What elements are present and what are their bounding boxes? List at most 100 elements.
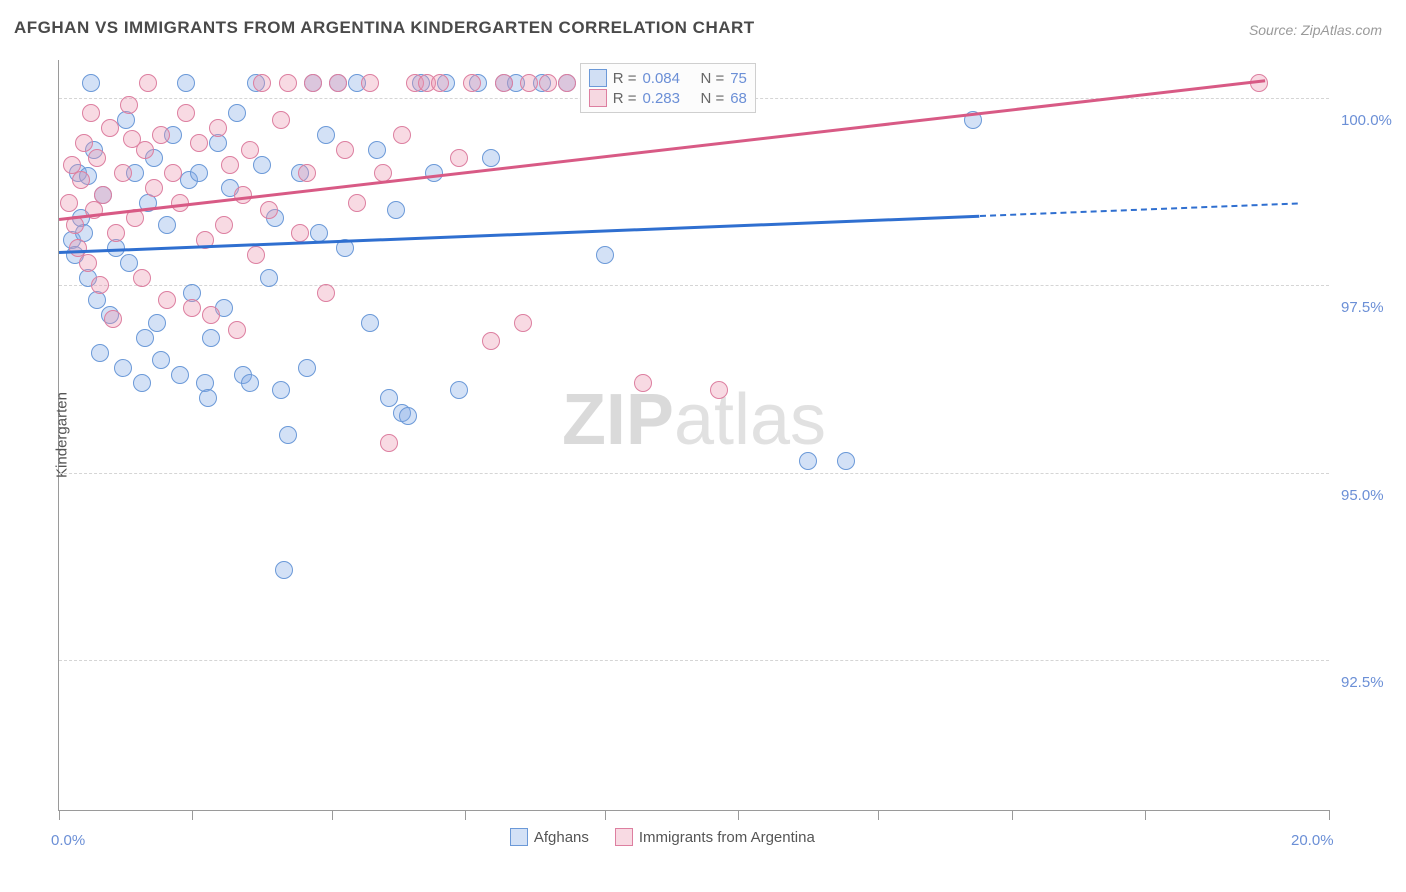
scatter-point (171, 366, 189, 384)
scatter-point (495, 74, 513, 92)
scatter-point (104, 310, 122, 328)
scatter-point (199, 389, 217, 407)
legend-r-value: 0.283 (642, 90, 694, 107)
scatter-point (291, 224, 309, 242)
y-tick-label: 95.0% (1341, 487, 1384, 504)
scatter-point (75, 134, 93, 152)
gridline (59, 660, 1329, 661)
scatter-point (275, 561, 293, 579)
scatter-point (514, 314, 532, 332)
scatter-point (310, 224, 328, 242)
x-tick-label: 0.0% (51, 832, 85, 849)
scatter-point (393, 126, 411, 144)
legend-r-label: R = (613, 70, 637, 87)
scatter-point (101, 119, 119, 137)
scatter-point (253, 74, 271, 92)
scatter-point (221, 156, 239, 174)
x-tick (332, 810, 333, 820)
y-tick-label: 100.0% (1341, 112, 1392, 129)
scatter-point (253, 156, 271, 174)
watermark: ZIPatlas (562, 379, 826, 461)
scatter-point (136, 141, 154, 159)
x-tick (738, 810, 739, 820)
trend-line (980, 203, 1298, 217)
series-legend: Afghans Immigrants from Argentina (510, 828, 815, 846)
scatter-point (190, 134, 208, 152)
scatter-point (380, 434, 398, 452)
scatter-point (520, 74, 538, 92)
legend-swatch (589, 89, 607, 107)
scatter-point (164, 164, 182, 182)
scatter-point (329, 74, 347, 92)
scatter-point (60, 194, 78, 212)
legend-n-value: 75 (730, 70, 747, 87)
scatter-point (399, 407, 417, 425)
scatter-point (361, 74, 379, 92)
legend-swatch (510, 828, 528, 846)
scatter-point (120, 96, 138, 114)
scatter-point (348, 194, 366, 212)
legend-r-value: 0.084 (642, 70, 694, 87)
scatter-point (79, 254, 97, 272)
chart-plot-area: Kindergarten ZIPatlas 92.5%95.0%97.5%100… (58, 60, 1329, 811)
legend-n-value: 68 (730, 90, 747, 107)
x-tick (465, 810, 466, 820)
y-tick-label: 92.5% (1341, 674, 1384, 691)
x-tick (59, 810, 60, 820)
scatter-point (120, 254, 138, 272)
scatter-point (279, 426, 297, 444)
scatter-point (228, 321, 246, 339)
scatter-point (177, 104, 195, 122)
series-legend-item: Afghans (510, 828, 589, 846)
scatter-point (317, 126, 335, 144)
scatter-point (209, 119, 227, 137)
scatter-point (183, 299, 201, 317)
scatter-point (482, 149, 500, 167)
scatter-point (634, 374, 652, 392)
scatter-point (158, 216, 176, 234)
scatter-point (298, 359, 316, 377)
series-legend-label: Immigrants from Argentina (639, 829, 815, 846)
x-tick (192, 810, 193, 820)
chart-title: AFGHAN VS IMMIGRANTS FROM ARGENTINA KIND… (14, 18, 755, 38)
scatter-point (539, 74, 557, 92)
scatter-point (202, 329, 220, 347)
watermark-light: atlas (674, 380, 826, 460)
scatter-point (177, 74, 195, 92)
y-tick-label: 97.5% (1341, 299, 1384, 316)
series-legend-label: Afghans (534, 829, 589, 846)
scatter-point (361, 314, 379, 332)
scatter-point (88, 149, 106, 167)
scatter-point (336, 141, 354, 159)
scatter-point (82, 104, 100, 122)
watermark-bold: ZIP (562, 380, 674, 460)
scatter-point (272, 381, 290, 399)
scatter-point (91, 276, 109, 294)
x-tick (605, 810, 606, 820)
scatter-point (710, 381, 728, 399)
scatter-point (139, 74, 157, 92)
scatter-point (114, 164, 132, 182)
scatter-point (596, 246, 614, 264)
scatter-point (450, 149, 468, 167)
x-tick (1012, 810, 1013, 820)
scatter-point (72, 171, 90, 189)
scatter-point (463, 74, 481, 92)
stats-legend-row: R =0.084N =75 (589, 68, 747, 88)
legend-r-label: R = (613, 90, 637, 107)
scatter-point (304, 74, 322, 92)
x-tick (1145, 810, 1146, 820)
scatter-point (799, 452, 817, 470)
y-axis-title: Kindergarten (53, 392, 70, 478)
scatter-point (190, 164, 208, 182)
scatter-point (152, 126, 170, 144)
gridline (59, 285, 1329, 286)
scatter-point (431, 74, 449, 92)
scatter-point (145, 179, 163, 197)
scatter-point (298, 164, 316, 182)
scatter-point (279, 74, 297, 92)
scatter-point (94, 186, 112, 204)
scatter-point (368, 141, 386, 159)
gridline (59, 473, 1329, 474)
scatter-point (247, 246, 265, 264)
